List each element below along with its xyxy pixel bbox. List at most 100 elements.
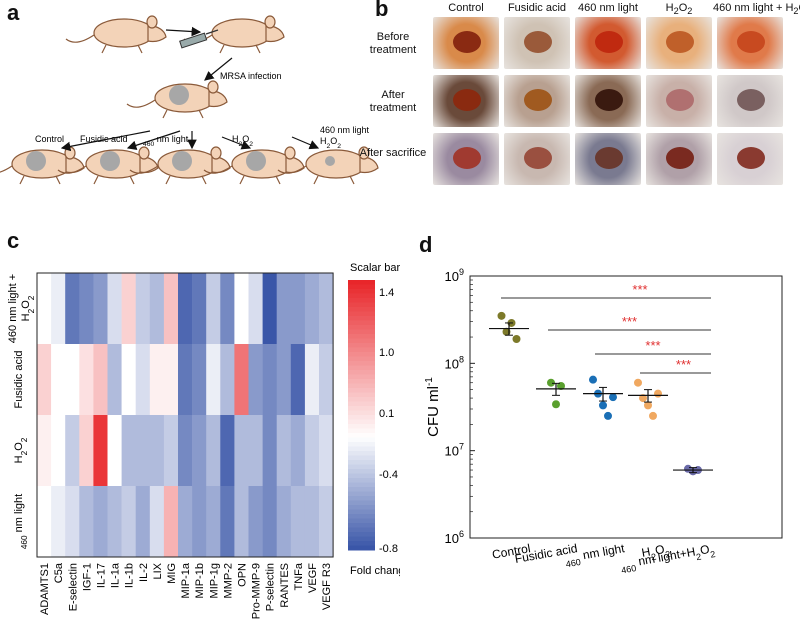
wound-photo: [646, 133, 712, 185]
colorbar-title: Scalar bar: [350, 262, 400, 274]
x-category-label: 460 nm light+H2O2: [619, 541, 716, 575]
heatmap-row-label: 460 nm light +H2O2: [7, 274, 36, 343]
wound-area: [595, 31, 623, 53]
heatmap-column-label: MIP-1a: [180, 562, 192, 598]
heatmap-cell: [163, 415, 179, 487]
heatmap-cell: [290, 273, 306, 345]
infection-site: [325, 156, 335, 166]
heatmap-cell: [178, 486, 193, 558]
heatmap-cell: [178, 415, 193, 487]
heatmap-cell: [276, 344, 292, 416]
y-tick-label: 109: [445, 267, 464, 284]
heatmap-column-label: IL-17: [95, 563, 107, 588]
y-tick-label: 107: [445, 442, 464, 459]
colorbar-swatch: [348, 545, 375, 551]
heatmap-cell: [65, 486, 80, 558]
heatmap-cell: [149, 344, 165, 416]
y-axis-label: CFU ml-1: [424, 377, 442, 437]
data-point: [644, 401, 652, 410]
photo-row-header: After sacrifice: [359, 147, 427, 159]
x-category-label: H2O2: [640, 541, 671, 564]
heatmap-cell: [121, 273, 136, 345]
photo-column-header: Control: [448, 2, 484, 14]
colorbar-swatch: [348, 316, 375, 321]
heatmap-column-label: IL-1a: [110, 562, 122, 588]
heatmap-cell: [149, 486, 165, 558]
heatmap-column-label: Pro-MMP-9: [251, 563, 263, 619]
data-point: [604, 411, 612, 420]
cytokine-heatmap: 460 nm light +H2O2 Fusidic acid H2O2 460 nm…: [7, 262, 400, 619]
wound-photo: [575, 75, 641, 127]
colorbar-swatch: [348, 500, 375, 506]
colorbar-swatch: [348, 343, 375, 348]
colorbar-swatch: [348, 473, 375, 479]
photo-row-header: After treatment: [369, 89, 417, 114]
colorbar-swatch: [348, 523, 375, 528]
flow-arrow: [291, 136, 320, 150]
heatmap-cell: [276, 415, 292, 487]
heatmap-cell: [304, 344, 320, 416]
heatmap-cell: [79, 415, 94, 487]
heatmap-column-label: P-selectin: [265, 563, 277, 611]
colorbar-swatch: [348, 491, 375, 497]
colorbar-swatch: [348, 455, 375, 461]
heatmap-cell: [121, 486, 136, 558]
group-label: 460 nm light H2O2: [320, 125, 370, 150]
photo-column-header: Fusidic acid: [507, 2, 567, 14]
wound-area: [453, 147, 481, 169]
heatmap-cell: [93, 273, 108, 345]
heatmap-cell: [149, 415, 165, 487]
heatmap-cell: [276, 486, 292, 558]
heatmap-cell: [37, 273, 52, 345]
colorbar-swatch: [348, 446, 375, 452]
significance-label: ***: [622, 314, 637, 329]
wound-photo: [646, 17, 712, 69]
wound-area: [737, 31, 765, 53]
panel-letter-b: b: [375, 0, 389, 21]
heatmap-cell: [93, 344, 108, 416]
mouse-illustration: [65, 15, 167, 54]
heatmap-column-label: TNFa: [293, 562, 305, 590]
colorbar-swatch: [348, 532, 375, 537]
wound-area: [453, 31, 481, 53]
data-point: [557, 382, 565, 391]
colorbar-swatch: [348, 356, 375, 362]
wound-area: [595, 147, 623, 169]
flow-arrow: [221, 136, 252, 150]
colorbar-swatch: [348, 284, 375, 290]
heatmap-cell: [149, 273, 165, 345]
heatmap-cell: [121, 415, 136, 487]
heatmap-cell: [206, 344, 221, 416]
heatmap-row-label: H2O2: [13, 437, 29, 463]
flow-arrow: [204, 57, 233, 81]
x-category-label: Control: [491, 541, 532, 562]
heatmap-cell: [51, 344, 66, 416]
colorbar-tick-label: -0.8: [379, 543, 398, 555]
colorbar-tick-label: 1.0: [379, 347, 394, 359]
heatmap-column-label: VEGF R3: [321, 563, 333, 610]
heatmap-cell: [290, 486, 306, 558]
heatmap-cell: [319, 273, 334, 345]
photo-column-header: 460 nm light: [578, 2, 638, 14]
colorbar-swatch: [348, 329, 375, 335]
mrsa-infection-label: MRSA infection: [220, 71, 282, 81]
heatmap-cell: [51, 415, 66, 487]
colorbar-swatch: [348, 428, 375, 434]
heatmap-cell: [220, 344, 235, 416]
heatmap-cell: [178, 273, 193, 345]
infection-site: [100, 151, 120, 171]
heatmap-cell: [262, 486, 277, 558]
colorbar-swatch: [348, 415, 375, 420]
colorbar-swatch: [348, 442, 375, 447]
heatmap-cell: [65, 344, 80, 416]
heatmap-cell: [135, 344, 151, 416]
heatmap-cell: [93, 486, 108, 558]
panel-letter-c: c: [7, 228, 20, 253]
heatmap-cell: [319, 415, 334, 487]
heatmap-cell: [163, 486, 179, 558]
flow-arrow: [126, 130, 181, 150]
panel-letter-d: d: [419, 232, 433, 257]
heatmap-cell: [79, 486, 94, 558]
heatmap-column-label: MIG: [166, 563, 178, 584]
colorbar-swatch: [348, 293, 375, 299]
